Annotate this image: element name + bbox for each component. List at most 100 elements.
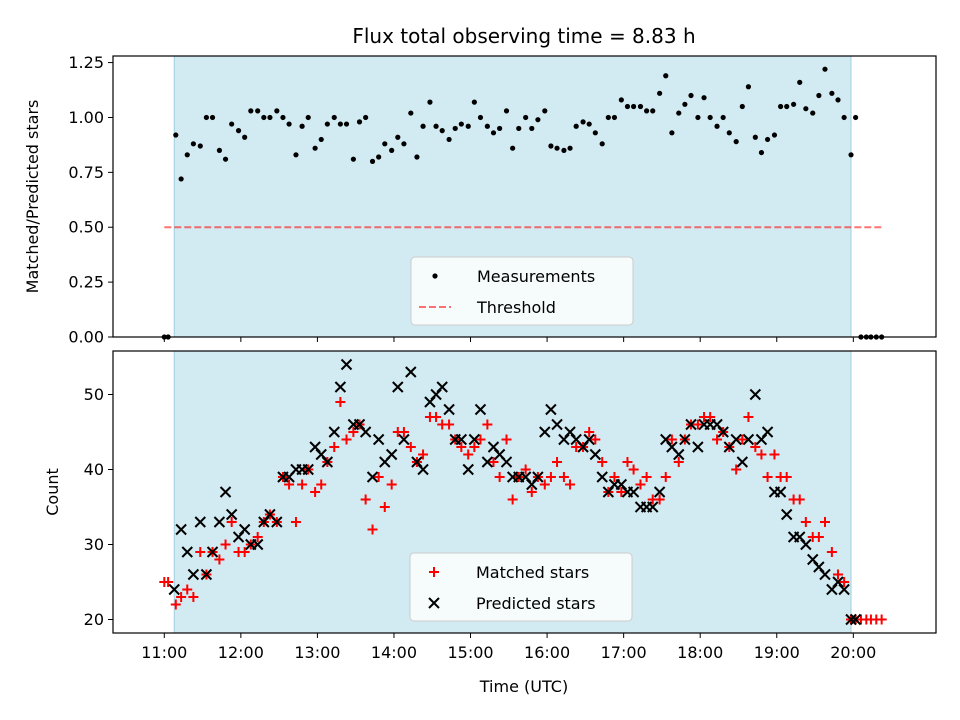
data-point <box>369 158 376 164</box>
data-point <box>229 121 235 127</box>
data-point <box>762 472 773 482</box>
data-point <box>673 457 684 467</box>
data-point <box>737 434 748 445</box>
data-point <box>573 123 579 129</box>
data-point <box>429 567 439 577</box>
data-point <box>707 114 713 121</box>
data-point <box>774 486 787 498</box>
data-point <box>752 134 758 140</box>
data-point <box>731 464 742 475</box>
data-point <box>596 471 608 483</box>
data-point <box>280 114 286 121</box>
y-tick-label: 30 <box>84 535 104 554</box>
data-point <box>641 472 652 482</box>
data-point <box>305 114 311 121</box>
data-point <box>310 487 321 497</box>
data-point <box>580 119 586 125</box>
data-point <box>350 156 356 162</box>
data-point <box>712 434 723 445</box>
data-point <box>219 486 232 498</box>
data-point <box>190 141 196 147</box>
data-point <box>800 538 812 551</box>
data-point <box>669 130 675 136</box>
data-point <box>206 546 219 558</box>
data-point <box>500 456 513 468</box>
data-point <box>685 418 697 431</box>
data-point <box>405 442 416 452</box>
legend-label: Threshold <box>476 298 556 317</box>
data-point <box>784 103 790 110</box>
data-point <box>286 121 292 127</box>
data-point <box>163 577 174 587</box>
y-tick-label: 0.75 <box>68 163 104 182</box>
data-point <box>567 145 573 151</box>
data-point <box>676 110 682 116</box>
data-point <box>627 486 640 498</box>
bottom-panel: 20 30 40 50 11:00 12:00 13:00 14:00 15:00 16:00 17… <box>43 350 937 662</box>
data-point <box>436 381 448 393</box>
data-point <box>293 152 299 158</box>
data-point <box>592 130 598 136</box>
data-point <box>182 584 193 595</box>
data-point <box>743 412 754 422</box>
data-point <box>848 152 854 158</box>
data-point <box>644 108 650 114</box>
data-point <box>624 103 631 110</box>
data-point <box>819 517 830 527</box>
data-point <box>781 472 792 482</box>
data-point <box>503 108 510 114</box>
data-point <box>226 517 237 527</box>
data-point <box>475 434 486 445</box>
data-point <box>490 130 497 136</box>
data-point <box>682 101 688 107</box>
data-point <box>833 569 844 580</box>
legend: Matched stars Predicted stars <box>409 552 633 622</box>
data-point <box>439 128 445 134</box>
data-point <box>552 457 563 467</box>
data-point <box>465 123 471 129</box>
data-point <box>334 381 347 393</box>
data-point <box>452 125 458 132</box>
data-point <box>494 472 505 482</box>
x-tick-label: 11:00 <box>141 643 187 662</box>
data-point <box>331 114 337 121</box>
data-point <box>488 457 499 467</box>
data-point <box>471 99 477 105</box>
data-point <box>359 426 372 438</box>
data-point <box>481 456 494 468</box>
data-point <box>816 92 822 99</box>
data-point <box>654 494 665 505</box>
data-point <box>688 92 694 99</box>
data-point <box>458 121 464 127</box>
data-point <box>197 143 203 149</box>
data-point <box>611 114 618 121</box>
data-point <box>730 433 742 446</box>
data-point <box>769 449 780 460</box>
axes-frame <box>112 350 937 634</box>
data-point <box>414 154 420 160</box>
y-tick-label: 40 <box>84 460 104 479</box>
data-point <box>329 442 340 452</box>
data-point <box>444 419 455 430</box>
data-point <box>214 554 225 565</box>
data-point <box>328 426 340 438</box>
data-point <box>516 125 522 132</box>
legend-label: Predicted stars <box>476 594 596 613</box>
data-point <box>781 508 793 521</box>
data-point <box>720 114 726 121</box>
data-point <box>647 501 659 513</box>
data-point <box>586 121 592 127</box>
data-point <box>616 487 627 497</box>
data-point <box>239 547 250 557</box>
data-point <box>356 119 363 125</box>
y-tick-label: 20 <box>84 610 104 629</box>
data-point <box>376 154 382 160</box>
y-tick-label: 50 <box>84 385 104 404</box>
data-point <box>251 538 264 551</box>
data-point <box>173 132 179 138</box>
x-tick-label: 12:00 <box>218 643 264 662</box>
data-point <box>316 479 327 490</box>
data-point <box>717 426 729 438</box>
data-point <box>701 95 707 101</box>
